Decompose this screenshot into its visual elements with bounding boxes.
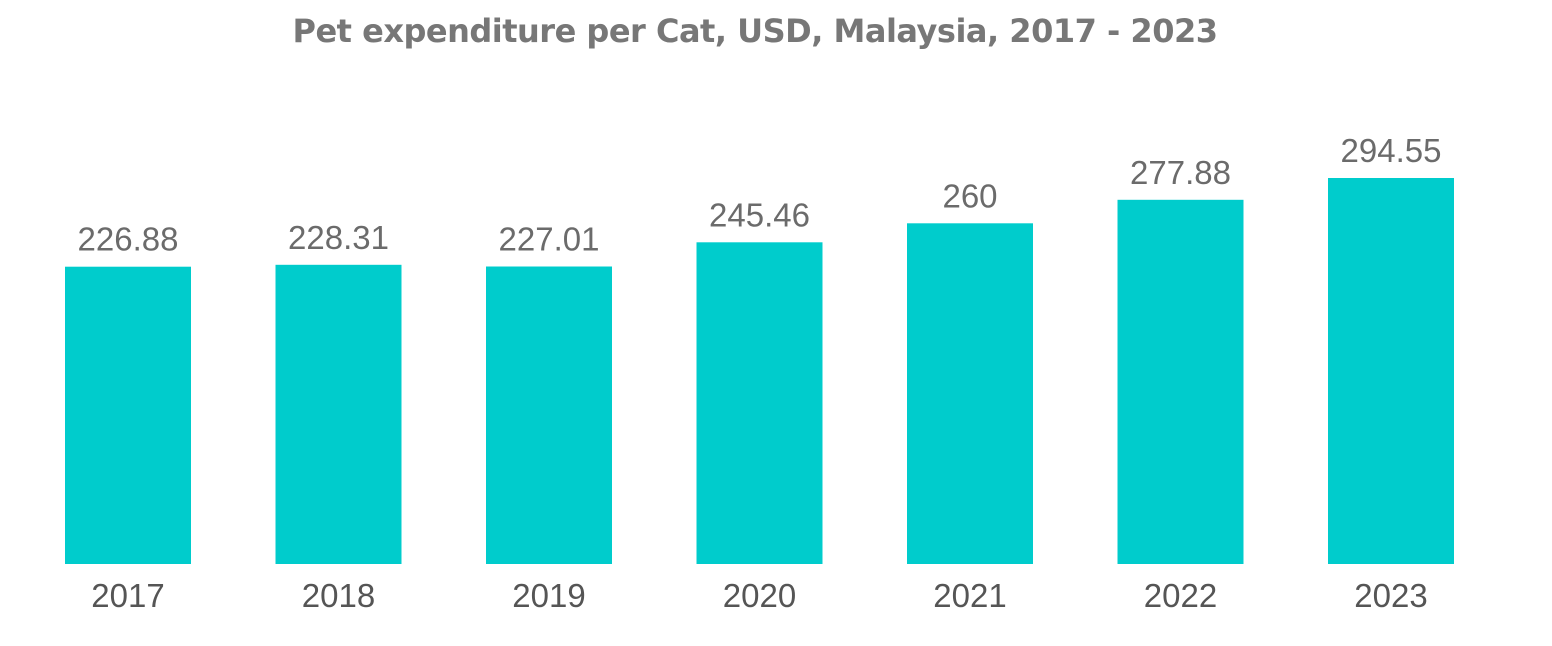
bar-2023: [1328, 178, 1454, 564]
chart-title: Pet expenditure per Cat, USD, Malaysia, …: [292, 12, 1218, 50]
value-label-2022: 277.88: [1130, 154, 1231, 191]
bars-layer: [65, 178, 1454, 565]
x-tick-label-2023: 2023: [1354, 577, 1427, 614]
value-label-2019: 227.01: [499, 221, 600, 258]
value-label-2021: 260: [942, 177, 997, 214]
x-tick-label-2017: 2017: [91, 577, 164, 614]
x-tick-label-2019: 2019: [512, 577, 585, 614]
x-tick-label-2018: 2018: [302, 577, 375, 614]
value-label-2018: 228.31: [288, 219, 389, 256]
bar-2021: [907, 223, 1033, 565]
x-tick-label-2022: 2022: [1144, 577, 1217, 614]
x-tick-label-2021: 2021: [933, 577, 1006, 614]
bar-2022: [1117, 199, 1244, 565]
x-tick-label-2020: 2020: [723, 577, 796, 614]
x-axis-tick-labels: 2017 2018 2019 2020 2021 2022 2023: [91, 577, 1427, 614]
value-label-2020: 245.46: [709, 196, 810, 233]
bar-2018: [275, 264, 402, 564]
bar-2017: [65, 266, 191, 564]
value-labels-layer: 226.88 228.31 227.01 245.46 260 277.88 294.55: [78, 132, 1442, 258]
value-label-2023: 294.55: [1341, 132, 1442, 169]
bar-2020: [696, 242, 823, 565]
bar-2019: [486, 266, 612, 564]
value-label-2017: 226.88: [78, 221, 179, 258]
